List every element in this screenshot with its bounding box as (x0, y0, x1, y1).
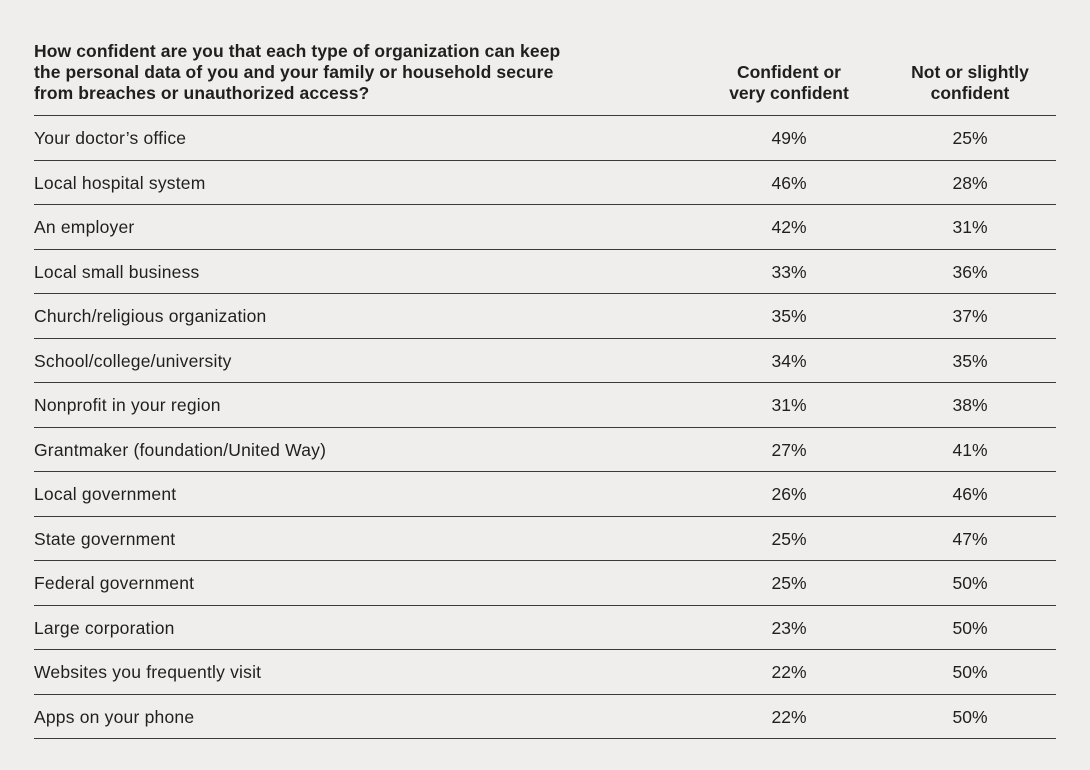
column-header-not-confident: Not or slightly confident (886, 62, 1054, 115)
row-label: Large corporation (34, 617, 175, 638)
table-row: State government 25% 47% (34, 517, 1056, 561)
confident-value: 42% (771, 217, 807, 237)
not-confident-value: 28% (952, 172, 988, 193)
confident-value: 34% (771, 350, 807, 371)
confident-value: 22% (771, 662, 807, 682)
not-confident-value: 37% (952, 306, 988, 326)
row-label: Federal government (34, 573, 195, 593)
not-confident-value: 50% (952, 706, 988, 727)
table-row: Local hospital system 46% 28% (34, 161, 1056, 205)
table-row: Large corporation 23% 50% (34, 606, 1056, 650)
question-line: from breaches or unauthorized access? (34, 83, 370, 103)
confident-value: 23% (771, 617, 807, 638)
confident-value: 25% (771, 573, 807, 593)
confident-value: 31% (771, 395, 807, 415)
column-header-line: confident (930, 83, 1010, 103)
confident-value: 46% (771, 172, 807, 193)
question-line: How confident are you that each type of … (34, 41, 561, 61)
confident-value: 22% (771, 706, 807, 727)
row-label: State government (34, 528, 176, 549)
table-row: Your doctor’s office 49% 25% (34, 116, 1056, 161)
confident-value: 25% (771, 528, 807, 549)
not-confident-value: 36% (952, 261, 988, 282)
not-confident-value: 31% (952, 217, 988, 237)
row-label: Websites you frequently visit (34, 662, 262, 682)
not-confident-value: 47% (952, 528, 988, 549)
row-label: Local hospital system (34, 172, 206, 193)
not-confident-value: 50% (952, 662, 988, 682)
table-row: Church/religious organization 35% 37% (34, 294, 1056, 339)
row-label: Your doctor’s office (34, 128, 187, 148)
row-label: School/college/university (34, 350, 232, 371)
table-row: Local government 26% 46% (34, 472, 1056, 517)
question-line: the personal data of you and your family… (34, 62, 554, 82)
column-header-line: Confident or (736, 62, 841, 82)
confident-value: 26% (771, 484, 807, 504)
column-header-line: Not or slightly (911, 62, 1029, 82)
table-body: Your doctor’s office 49% 25% Local hospital… (34, 116, 1056, 739)
row-label: Church/religious organization (34, 306, 267, 326)
column-header-line: very confident (729, 83, 849, 103)
table-row: Nonprofit in your region 31% 38% (34, 383, 1056, 428)
row-label: Local government (34, 484, 177, 504)
not-confident-value: 38% (952, 395, 988, 415)
row-label: Apps on your phone (34, 706, 195, 727)
confident-value: 33% (771, 261, 807, 282)
not-confident-value: 25% (952, 128, 988, 148)
data-table: How confident are you that each type of … (34, 40, 1056, 739)
table-row: Websites you frequently visit 22% 50% (34, 650, 1056, 695)
confident-value: 35% (771, 306, 807, 326)
row-label: Nonprofit in your region (34, 395, 221, 415)
table-row: Apps on your phone 22% 50% (34, 695, 1056, 739)
row-label: An employer (34, 217, 135, 237)
not-confident-value: 35% (952, 350, 988, 371)
not-confident-value: 41% (952, 439, 988, 460)
table-row: Local small business 33% 36% (34, 250, 1056, 294)
not-confident-value: 46% (952, 484, 988, 504)
confident-value: 49% (771, 128, 807, 148)
confident-value: 27% (771, 439, 807, 460)
table-header: How confident are you that each type of … (34, 40, 1056, 116)
column-header-confident: Confident or very confident (714, 62, 864, 115)
table-row: An employer 42% 31% (34, 205, 1056, 250)
not-confident-value: 50% (952, 617, 988, 638)
row-label: Grantmaker (foundation/United Way) (34, 439, 327, 460)
table-row: Grantmaker (foundation/United Way) 27% 41% (34, 428, 1056, 472)
table-row: School/college/university 34% 35% (34, 339, 1056, 383)
question-header: How confident are you that each type of … (34, 41, 634, 115)
row-label: Local small business (34, 261, 200, 282)
table-row: Federal government 25% 50% (34, 561, 1056, 606)
not-confident-value: 50% (952, 573, 988, 593)
